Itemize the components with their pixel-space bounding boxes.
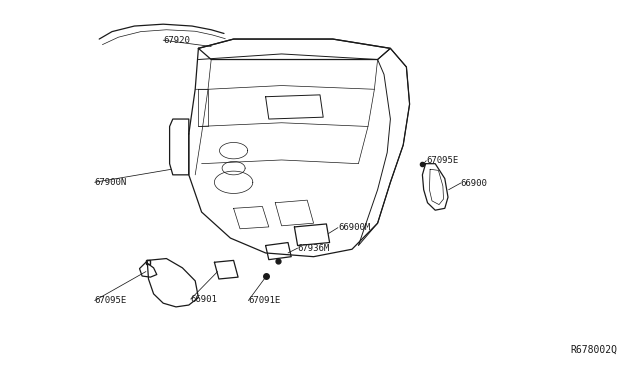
Text: 66901: 66901 xyxy=(191,295,218,304)
Text: 67095E: 67095E xyxy=(426,156,458,165)
Text: 67095E: 67095E xyxy=(95,296,127,305)
Text: 66900M: 66900M xyxy=(338,223,370,232)
Text: 66900: 66900 xyxy=(461,179,488,187)
Text: 67091E: 67091E xyxy=(248,296,280,305)
Text: 67900N: 67900N xyxy=(95,178,127,187)
Text: 67936M: 67936M xyxy=(298,244,330,253)
Text: R678002Q: R678002Q xyxy=(571,345,618,355)
Text: 67920: 67920 xyxy=(163,36,190,45)
